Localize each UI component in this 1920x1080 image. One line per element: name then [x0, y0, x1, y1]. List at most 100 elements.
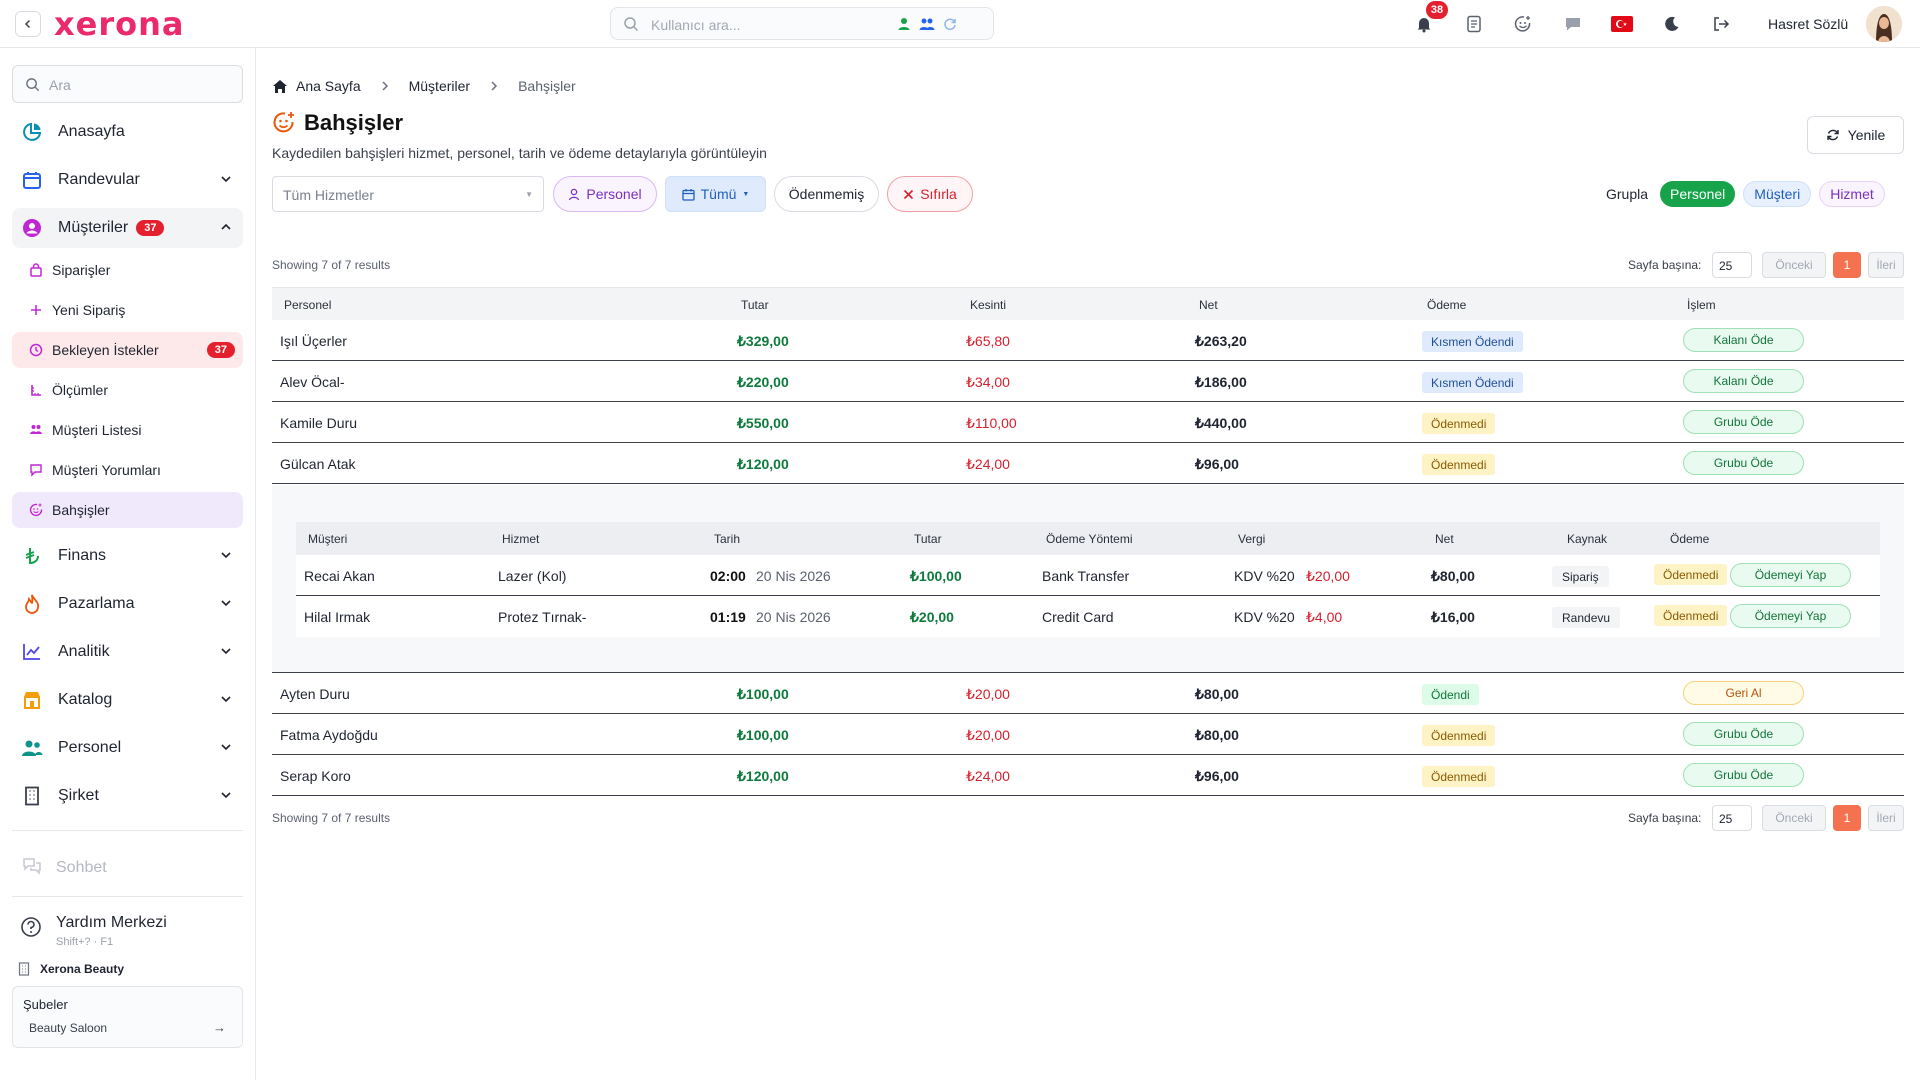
- breadcrumb-home[interactable]: Ana Sayfa: [296, 78, 361, 94]
- sidebar-subitem-musteri-yorumlari[interactable]: Müşteri Yorumları: [12, 452, 243, 488]
- reset-filters-button[interactable]: Sıfırla: [887, 176, 973, 212]
- personel-filter-button[interactable]: Personel: [553, 176, 657, 212]
- sidebar-item-personel[interactable]: Personel: [12, 728, 243, 768]
- service-name: Protez Tırnak-: [498, 609, 587, 625]
- source-badge: Randevu: [1552, 607, 1621, 628]
- table-row[interactable]: Fatma Aydoğdu ₺100,00 ₺20,00 ₺80,00 Ödenmedi…: [272, 714, 1904, 755]
- messages-button[interactable]: [1561, 12, 1585, 36]
- users-icon[interactable]: [919, 17, 935, 31]
- row-action-button[interactable]: Grubu Öde: [1683, 763, 1804, 787]
- lira-icon: [20, 544, 44, 568]
- row-action-button[interactable]: Grubu Öde: [1683, 410, 1804, 434]
- sidebar-item-label: Analitik: [58, 643, 110, 660]
- sidebar-item-finans[interactable]: Finans: [12, 536, 243, 576]
- sidebar-divider: [12, 830, 243, 831]
- tips-button[interactable]: [1511, 12, 1535, 36]
- table-row[interactable]: Ayten Duru ₺100,00 ₺20,00 ₺80,00 Ödendi Geri …: [272, 673, 1904, 714]
- breadcrumb-customers[interactable]: Müşteriler: [408, 78, 471, 94]
- col-musteri: Müşteri: [308, 532, 348, 546]
- branch-selector[interactable]: Şubeler Beauty Saloon →: [12, 986, 243, 1048]
- next-page-button[interactable]: İleri: [1868, 252, 1904, 278]
- detail-row[interactable]: Recai Akan Lazer (Kol) 02:00 20 Nis 2026 ₺10…: [296, 555, 1880, 596]
- sidebar-search-input[interactable]: Ara: [12, 65, 243, 103]
- page-number-button[interactable]: 1: [1833, 252, 1861, 278]
- sidebar-subitem-siparisler[interactable]: Siparişler: [12, 252, 243, 288]
- make-payment-button[interactable]: Ödemeyi Yap: [1730, 563, 1851, 587]
- sidebar-item-pazarlama[interactable]: Pazarlama: [12, 584, 243, 624]
- prev-page-button[interactable]: Önceki: [1762, 805, 1826, 831]
- sidebar-subitem-yeni-siparis[interactable]: Yeni Sipariş: [12, 292, 243, 328]
- sidebar-item-anasayfa[interactable]: Anasayfa: [12, 112, 243, 152]
- sidebar-item-sohbet[interactable]: Sohbet: [12, 848, 107, 888]
- tip-deduction: ₺20,00: [966, 686, 1010, 702]
- tip-deduction: ₺24,00: [966, 768, 1010, 784]
- per-page-select[interactable]: 25: [1712, 252, 1752, 278]
- tip-deduction: ₺65,80: [966, 333, 1010, 349]
- table-row[interactable]: Işıl Üçerler ₺329,00 ₺65,80 ₺263,20 Kısmen Ö…: [272, 320, 1904, 361]
- date-filter-button[interactable]: Tümü ▼: [665, 176, 766, 212]
- table-row[interactable]: Serap Koro ₺120,00 ₺24,00 ₺96,00 Ödenmedi Gru…: [272, 755, 1904, 796]
- sidebar-subitem-bahsisler[interactable]: Bahşişler: [12, 492, 243, 528]
- back-button[interactable]: [15, 11, 41, 37]
- unpaid-filter-button[interactable]: Ödenmemiş: [774, 176, 879, 212]
- table-row[interactable]: Gülcan Atak ₺120,00 ₺24,00 ₺96,00 Ödenmedi Gr…: [272, 443, 1904, 484]
- sidebar-subitem-musteri-listesi[interactable]: Müşteri Listesi: [12, 412, 243, 448]
- table-row[interactable]: Kamile Duru ₺550,00 ₺110,00 ₺440,00 Ödenmedi…: [272, 402, 1904, 443]
- table-row[interactable]: Alev Öcal- ₺220,00 ₺34,00 ₺186,00 Kısmen Öde…: [272, 361, 1904, 402]
- sidebar-item-katalog[interactable]: Katalog: [12, 680, 243, 720]
- sidebar-subitem-bekleyen-istekler[interactable]: Bekleyen İstekler 37: [12, 332, 243, 368]
- sidebar-item-randevular[interactable]: Randevular: [12, 160, 243, 200]
- col-net: Net: [1435, 532, 1454, 546]
- refresh-icon[interactable]: [943, 17, 957, 31]
- row-action-button[interactable]: Grubu Öde: [1683, 722, 1804, 746]
- prev-page-button[interactable]: Önceki: [1762, 252, 1826, 278]
- payment-status-badge: Ödenmedi: [1422, 413, 1496, 434]
- logout-button[interactable]: [1709, 12, 1733, 36]
- row-action-button[interactable]: Grubu Öde: [1683, 451, 1804, 475]
- refresh-button[interactable]: Yenile: [1807, 116, 1904, 154]
- sidebar-divider: [12, 896, 243, 897]
- detail-amount: ₺100,00: [910, 568, 962, 584]
- document-button[interactable]: [1462, 12, 1486, 36]
- col-islem: İşlem: [1687, 298, 1716, 312]
- help-circle-icon: [21, 917, 41, 937]
- row-action-button[interactable]: Kalanı Öde: [1683, 328, 1804, 352]
- sidebar: Ara Anasayfa Randevular Müşteriler 37 Si…: [0, 48, 256, 1080]
- chevron-down-icon: [221, 552, 231, 559]
- sidebar-item-label: Randevular: [58, 171, 140, 188]
- staff-name: Ayten Duru: [280, 686, 350, 702]
- notification-button[interactable]: [1412, 12, 1436, 36]
- make-payment-button[interactable]: Ödemeyi Yap: [1730, 604, 1851, 628]
- tip-amount: ₺100,00: [737, 686, 789, 702]
- avatar[interactable]: [1866, 6, 1902, 42]
- group-by-personel[interactable]: Personel: [1660, 181, 1736, 207]
- sidebar-item-musteriler[interactable]: Müşteriler 37: [12, 208, 243, 248]
- per-page-select[interactable]: 25: [1712, 805, 1752, 831]
- tip-amount: ₺550,00: [737, 415, 789, 431]
- user-icon[interactable]: [897, 17, 911, 31]
- subtable-header: Müşteri Hizmet Tarih Tutar Ödeme Yöntemi…: [296, 522, 1880, 555]
- date-filter-label: Tümü: [700, 186, 737, 202]
- service-name: Lazer (Kol): [498, 568, 567, 584]
- payment-status-badge: Ödenmedi: [1654, 564, 1728, 585]
- user-name[interactable]: Hasret Sözlü: [1768, 16, 1849, 32]
- row-action-button[interactable]: Geri Al: [1683, 681, 1804, 705]
- page-number-button[interactable]: 1: [1833, 805, 1861, 831]
- sidebar-item-sirket[interactable]: Şirket: [12, 776, 243, 816]
- payment-status-badge: Ödenmedi: [1422, 766, 1496, 787]
- sidebar-item-analitik[interactable]: Analitik: [12, 632, 243, 672]
- sidebar-item-label: Finans: [58, 547, 107, 564]
- detail-row[interactable]: Hilal Irmak Protez Tırnak- 01:19 20 Nis 202…: [296, 596, 1880, 637]
- user-search-input[interactable]: Kullanıcı ara...: [610, 7, 994, 40]
- row-action-button[interactable]: Kalanı Öde: [1683, 369, 1804, 393]
- next-page-button[interactable]: İleri: [1868, 805, 1904, 831]
- pager-top: Showing 7 of 7 results Sayfa başına: 25 …: [272, 250, 1904, 278]
- language-button[interactable]: [1610, 12, 1634, 36]
- group-by-hizmet[interactable]: Hizmet: [1819, 181, 1885, 207]
- service-select[interactable]: Tüm Hizmetler ▼: [272, 176, 544, 212]
- col-odeme: Ödeme: [1427, 298, 1467, 312]
- theme-toggle-button[interactable]: [1660, 12, 1684, 36]
- sidebar-item-label: Pazarlama: [58, 595, 135, 612]
- group-by-musteri[interactable]: Müşteri: [1743, 181, 1812, 207]
- sidebar-subitem-olcumler[interactable]: Ölçümler: [12, 372, 243, 408]
